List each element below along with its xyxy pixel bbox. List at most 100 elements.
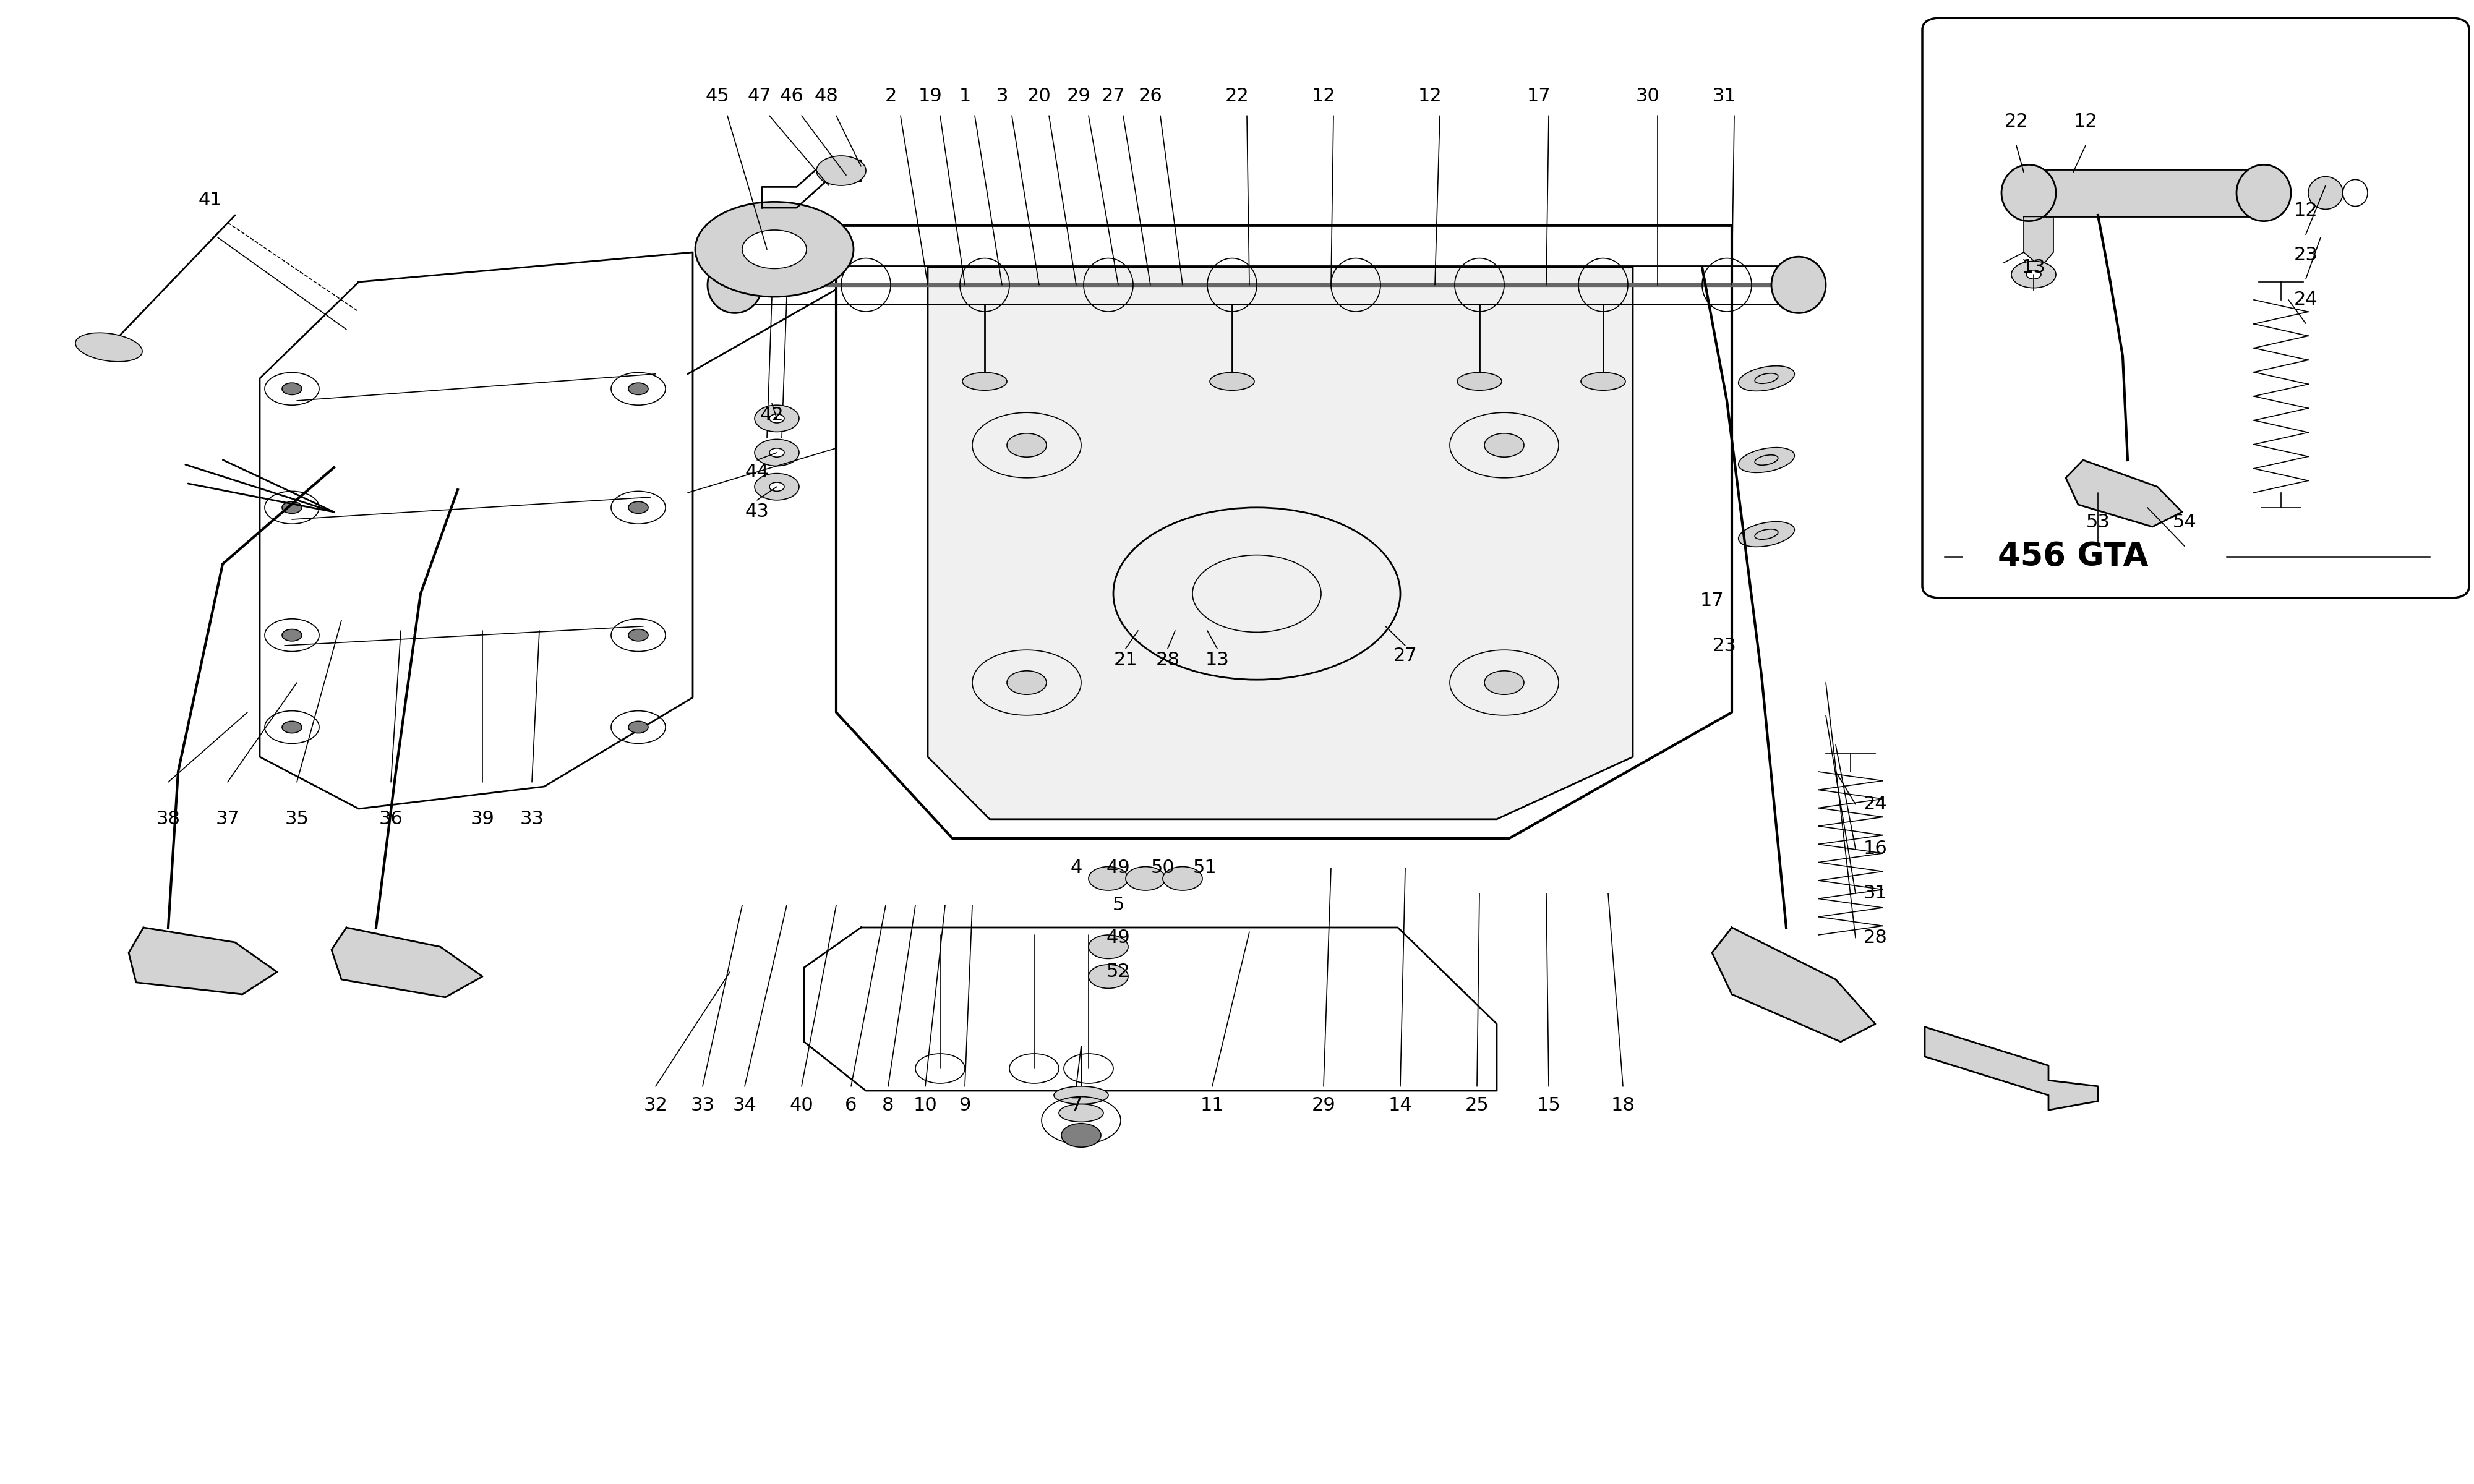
Circle shape: [816, 156, 866, 186]
Ellipse shape: [1457, 372, 1502, 390]
Text: 7: 7: [1071, 1097, 1081, 1114]
Text: 8: 8: [883, 1097, 893, 1114]
Text: 49: 49: [1106, 929, 1131, 947]
Text: 5: 5: [1113, 896, 1123, 914]
Text: 20: 20: [1027, 88, 1051, 105]
Circle shape: [1484, 671, 1524, 695]
Text: 28: 28: [1863, 929, 1888, 947]
Text: 52: 52: [1106, 963, 1131, 981]
Text: 19: 19: [918, 88, 943, 105]
Text: 31: 31: [1712, 88, 1737, 105]
Ellipse shape: [2236, 165, 2291, 221]
Text: 30: 30: [1635, 88, 1660, 105]
Text: 6: 6: [846, 1097, 856, 1114]
Text: 22: 22: [2004, 113, 2029, 131]
Polygon shape: [1925, 1027, 2098, 1110]
Text: 2: 2: [886, 88, 896, 105]
Text: 23: 23: [1712, 637, 1737, 654]
Text: 9: 9: [960, 1097, 970, 1114]
Text: 41: 41: [198, 191, 223, 209]
Text: 44: 44: [745, 463, 769, 481]
Circle shape: [1089, 935, 1128, 959]
Text: 40: 40: [789, 1097, 814, 1114]
Text: 12: 12: [1311, 88, 1336, 105]
Text: 42: 42: [760, 407, 784, 424]
Text: 11: 11: [1200, 1097, 1225, 1114]
Circle shape: [282, 629, 302, 641]
Text: 28: 28: [1155, 651, 1180, 669]
Text: 1: 1: [960, 88, 970, 105]
Text: 33: 33: [520, 810, 544, 828]
Circle shape: [2026, 270, 2041, 279]
Ellipse shape: [1739, 522, 1794, 546]
Ellipse shape: [2001, 165, 2056, 221]
Circle shape: [282, 383, 302, 395]
Ellipse shape: [708, 257, 762, 313]
Ellipse shape: [1771, 257, 1826, 313]
Text: 46: 46: [779, 88, 804, 105]
Circle shape: [282, 721, 302, 733]
Text: 12: 12: [2073, 113, 2098, 131]
Text: 29: 29: [1311, 1097, 1336, 1114]
Text: 50: 50: [1150, 859, 1175, 877]
Circle shape: [1061, 1123, 1101, 1147]
Circle shape: [755, 439, 799, 466]
Circle shape: [1007, 433, 1047, 457]
Ellipse shape: [74, 332, 143, 362]
Polygon shape: [2024, 217, 2053, 267]
Ellipse shape: [1581, 372, 1625, 390]
Text: 13: 13: [1205, 651, 1230, 669]
Circle shape: [628, 629, 648, 641]
Ellipse shape: [1210, 372, 1254, 390]
Circle shape: [769, 482, 784, 491]
Text: 47: 47: [747, 88, 772, 105]
Circle shape: [755, 405, 799, 432]
Text: 16: 16: [1863, 840, 1888, 858]
Text: 29: 29: [1066, 88, 1091, 105]
Circle shape: [1089, 867, 1128, 890]
Ellipse shape: [962, 372, 1007, 390]
Text: 43: 43: [745, 503, 769, 521]
Text: 17: 17: [1700, 592, 1724, 610]
Circle shape: [1126, 867, 1165, 890]
Text: 38: 38: [156, 810, 181, 828]
Text: 22: 22: [1225, 88, 1249, 105]
Polygon shape: [2066, 460, 2182, 527]
Ellipse shape: [1739, 448, 1794, 472]
Text: 10: 10: [913, 1097, 938, 1114]
Text: 37: 37: [215, 810, 240, 828]
Circle shape: [1089, 965, 1128, 988]
Text: 24: 24: [1863, 795, 1888, 813]
Polygon shape: [1712, 927, 1875, 1042]
Polygon shape: [129, 927, 277, 994]
Circle shape: [1163, 867, 1202, 890]
Ellipse shape: [1054, 1086, 1108, 1104]
Text: 39: 39: [470, 810, 495, 828]
Text: 4: 4: [1071, 859, 1081, 877]
FancyBboxPatch shape: [1922, 18, 2469, 598]
Text: 24: 24: [2293, 291, 2318, 309]
Text: 34: 34: [732, 1097, 757, 1114]
Ellipse shape: [2308, 177, 2343, 209]
Text: 13: 13: [2021, 258, 2046, 276]
Polygon shape: [332, 927, 482, 997]
Circle shape: [1484, 433, 1524, 457]
Polygon shape: [2026, 169, 2266, 217]
Text: 53: 53: [2086, 513, 2110, 531]
Polygon shape: [928, 267, 1633, 819]
Circle shape: [282, 502, 302, 513]
Text: 26: 26: [1138, 88, 1163, 105]
Circle shape: [628, 721, 648, 733]
Text: 21: 21: [1113, 651, 1138, 669]
Text: 12: 12: [1418, 88, 1442, 105]
Polygon shape: [836, 226, 1732, 838]
Text: 27: 27: [1101, 88, 1126, 105]
Text: 54: 54: [2172, 513, 2197, 531]
Text: 36: 36: [379, 810, 403, 828]
Text: 25: 25: [1465, 1097, 1489, 1114]
Circle shape: [755, 473, 799, 500]
Circle shape: [628, 502, 648, 513]
Text: 48: 48: [814, 88, 839, 105]
Circle shape: [695, 202, 854, 297]
Text: 14: 14: [1388, 1097, 1413, 1114]
